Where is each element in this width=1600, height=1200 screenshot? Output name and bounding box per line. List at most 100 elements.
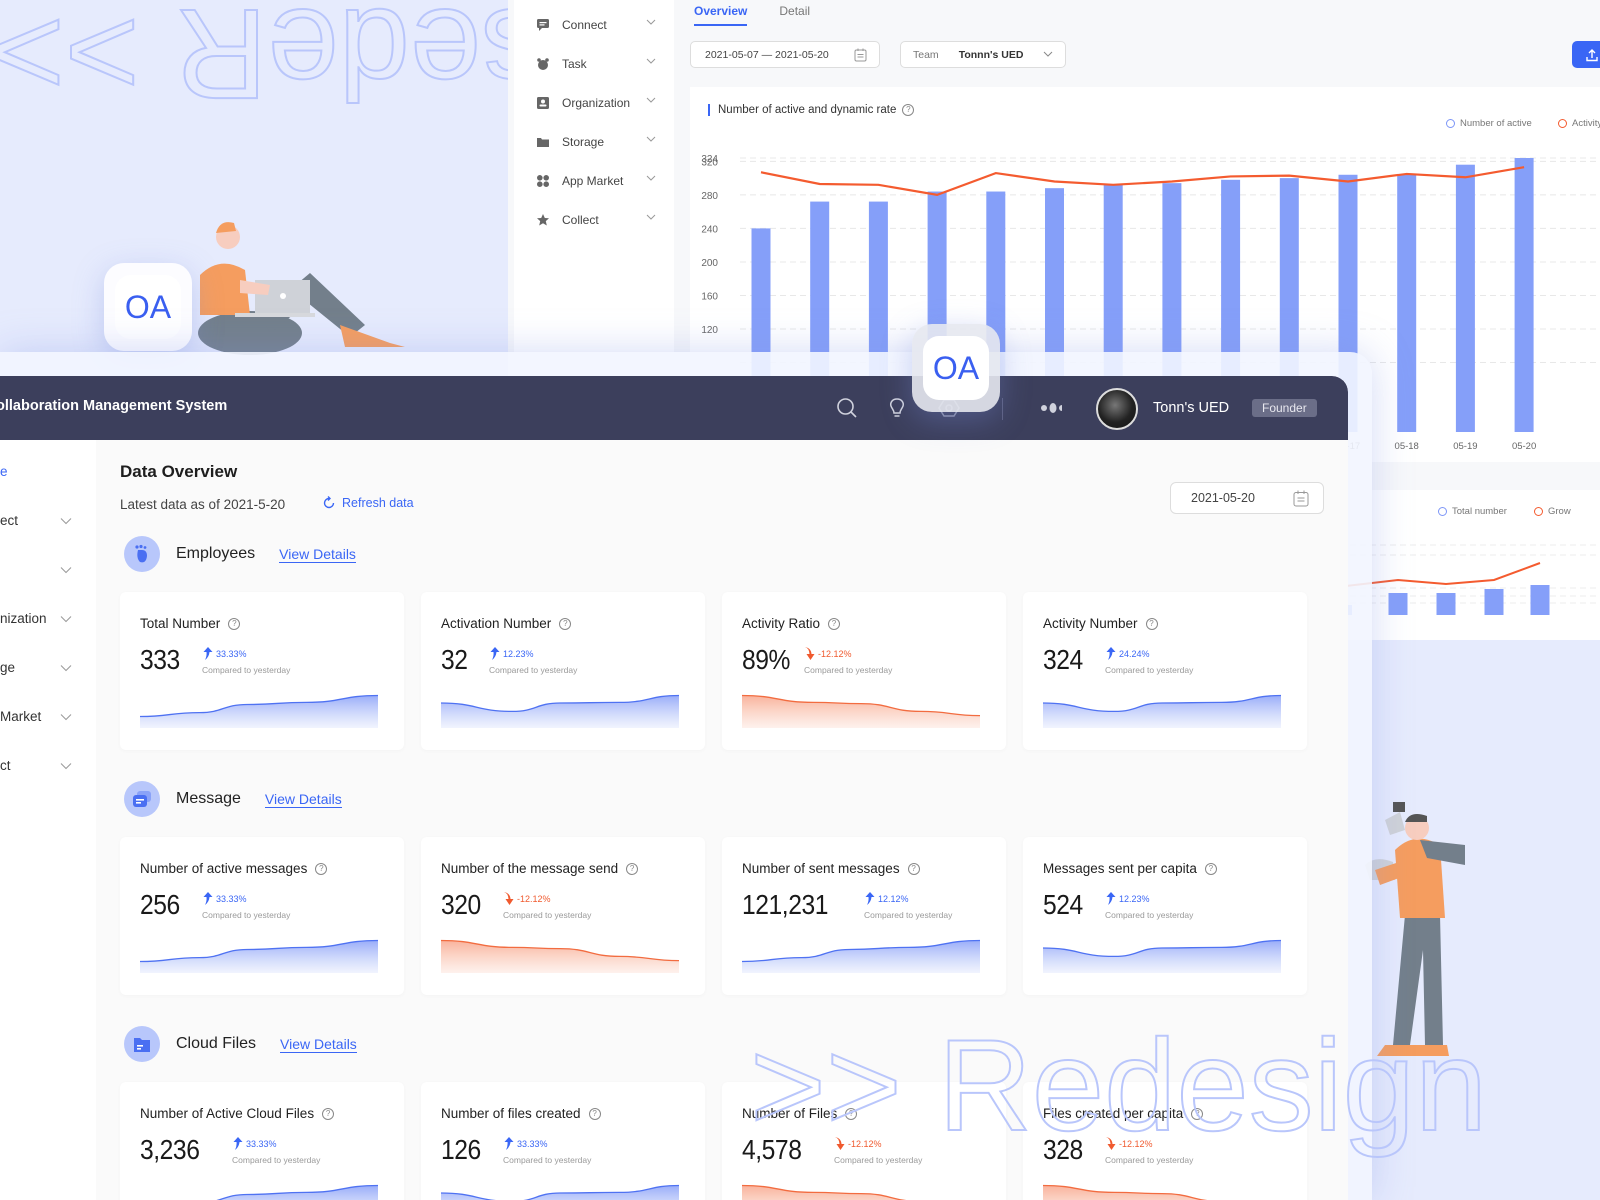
footprint-icon (124, 536, 160, 572)
stat-card-title: Activity Ratio? (742, 616, 841, 631)
export-button[interactable] (1572, 41, 1600, 68)
arrow-up-icon (865, 892, 875, 905)
trend-delta: 33.33% (202, 646, 247, 661)
sidebar-item-connect[interactable]: ect (0, 513, 80, 533)
stat-card[interactable]: Number of Active Cloud Files? 3,236 33.33%… (120, 1082, 404, 1200)
sparkline-chart (216, 1184, 378, 1200)
sidebar-item-collect[interactable]: ct (0, 758, 80, 778)
trend-delta: 12.12% (864, 891, 909, 906)
arrow-down-icon (1106, 1137, 1116, 1150)
help-icon[interactable]: ? (315, 862, 328, 875)
help-icon[interactable]: ? (845, 1107, 858, 1120)
trend-delta: 12.23% (1105, 891, 1150, 906)
help-icon[interactable]: ? (828, 617, 841, 630)
compare-label: Compared to yesterday (489, 665, 578, 675)
stat-card[interactable]: Files created per capita? 328 -12.12% Compa… (1023, 1082, 1307, 1200)
arrow-up-icon (490, 647, 500, 660)
sidebar-item-organization[interactable]: nization (0, 611, 80, 631)
oa-logo-badge: OA (104, 263, 192, 351)
divider (1002, 398, 1003, 420)
legend-item-total[interactable]: Total number (1438, 506, 1507, 517)
stat-card[interactable]: Activity Number? 324 24.24% Compared to yes… (1023, 592, 1307, 750)
search-icon[interactable] (836, 397, 858, 419)
latest-data-label: Latest data as of 2021-5-20 (120, 497, 286, 512)
chart-title: Number of active and dynamic rate ? (708, 104, 915, 116)
back-sidebar-item-task[interactable]: Task (536, 54, 656, 74)
help-icon[interactable]: ? (907, 862, 920, 875)
stat-card[interactable]: Number of the message send? 320 -12.12% Com… (421, 837, 705, 995)
lightbulb-icon[interactable] (886, 397, 908, 419)
sidebar-item-storage[interactable]: ge (0, 660, 80, 680)
back-sidebar-item-organization[interactable]: Organization (536, 93, 656, 113)
chevron-down-icon (646, 175, 656, 181)
chevron-down-icon (60, 567, 72, 574)
back-sidebar-item-collect[interactable]: Collect (536, 210, 656, 230)
user-name[interactable]: Tonn's UED (1153, 400, 1230, 416)
stat-card[interactable]: Total Number? 333 33.33% Compared to yester… (120, 592, 404, 750)
compare-label: Compared to yesterday (834, 1155, 923, 1165)
tab-overview[interactable]: Overview (694, 4, 748, 26)
sparkline-chart (441, 1184, 679, 1200)
legend-item-grow[interactable]: Grow (1534, 506, 1571, 517)
help-icon[interactable]: ? (559, 617, 572, 630)
team-select[interactable]: Team Tonnn's UED (900, 41, 1066, 68)
chevron-down-icon (646, 58, 656, 64)
chevron-down-icon (1043, 51, 1053, 57)
arrow-up-icon (504, 1137, 514, 1150)
sidebar-item-home[interactable]: e (0, 464, 8, 479)
stat-value: 320 (441, 889, 481, 920)
svg-text:05-20: 05-20 (1512, 441, 1536, 452)
help-icon[interactable]: ? (902, 104, 915, 116)
alarm-clock-icon (536, 57, 550, 71)
section-header-cloud-files: Cloud Files View Details (124, 1026, 357, 1062)
sparkline-chart (441, 939, 679, 973)
tab-bar: Overview Detail (694, 4, 810, 26)
stat-card-title: Total Number? (140, 616, 241, 631)
date-range-picker[interactable]: 2021-05-07 — 2021-05-20 (690, 41, 880, 68)
legend-item-activity[interactable]: Activity (1558, 118, 1600, 129)
help-icon[interactable]: ? (626, 862, 639, 875)
sidebar: e ect nization ge Market ct (0, 440, 96, 1200)
sparkline-chart (140, 694, 378, 728)
stat-card[interactable]: Number of files created? 126 33.33% Compare… (421, 1082, 705, 1200)
trend-delta: -12.12% (503, 891, 551, 906)
back-sidebar-item-app-market[interactable]: App Market (536, 171, 656, 191)
help-icon[interactable]: ? (228, 617, 241, 630)
trend-delta: 33.33% (232, 1136, 277, 1151)
bar-line-chart-small (1340, 544, 1600, 615)
sidebar-item-task[interactable] (0, 562, 80, 582)
back-sidebar-item-connect[interactable]: Connect (536, 15, 656, 35)
help-icon[interactable]: ? (1204, 862, 1217, 875)
back-sidebar-item-storage[interactable]: Storage (536, 132, 656, 152)
trend-delta: -12.12% (834, 1136, 882, 1151)
help-icon[interactable]: ? (588, 1107, 601, 1120)
view-details-link[interactable]: View Details (280, 1035, 357, 1053)
compare-label: Compared to yesterday (503, 1155, 592, 1165)
stat-card[interactable]: Number of sent messages? 121,231 12.12% Com… (722, 837, 1006, 995)
more-dots-icon[interactable] (1040, 402, 1062, 424)
sparkline-chart (742, 694, 980, 728)
sidebar-item-app-market[interactable]: Market (0, 709, 80, 729)
help-icon[interactable]: ? (1191, 1107, 1204, 1120)
user-avatar[interactable] (1096, 388, 1138, 430)
view-details-link[interactable]: View Details (264, 790, 342, 808)
view-details-link[interactable]: View Details (279, 545, 356, 563)
help-icon[interactable]: ? (322, 1107, 335, 1120)
date-picker[interactable]: 2021-05-20 (1170, 482, 1324, 514)
stat-card[interactable]: Number of Files? 4,578 -12.12% Compared to … (722, 1082, 1006, 1200)
svg-text:240: 240 (701, 224, 718, 235)
refresh-data-button[interactable]: Refresh data (322, 496, 414, 510)
svg-text:320: 320 (701, 157, 718, 168)
section-title: Message (176, 790, 241, 807)
legend-item-active[interactable]: Number of active (1446, 118, 1532, 129)
stat-card[interactable]: Messages sent per capita? 524 12.23% Compar… (1023, 837, 1307, 995)
help-icon[interactable]: ? (1145, 617, 1158, 630)
stat-card[interactable]: Activation Number? 32 12.23% Compared to ye… (421, 592, 705, 750)
arrow-up-icon (203, 647, 213, 660)
tab-detail[interactable]: Detail (779, 4, 811, 18)
stat-card[interactable]: Number of active messages? 256 33.33% Compa… (120, 837, 404, 995)
stat-value: 524 (1043, 889, 1083, 920)
cloud-folder-icon (124, 1026, 160, 1062)
arrow-down-icon (805, 647, 815, 660)
stat-card[interactable]: Activity Ratio? 89% -12.12% Compared to yes… (722, 592, 1006, 750)
